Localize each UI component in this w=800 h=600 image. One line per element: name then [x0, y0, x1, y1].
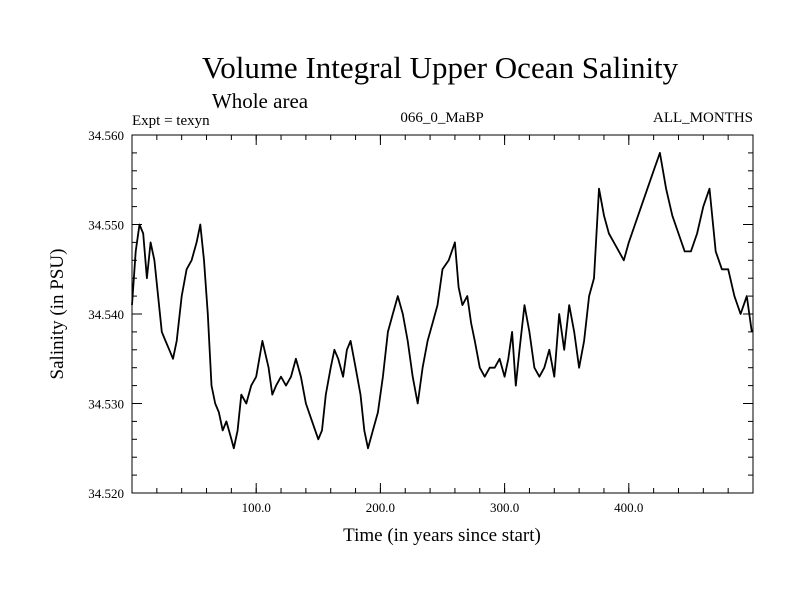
y-tick-label: 34.530	[88, 397, 124, 412]
x-tick-label: 100.0	[242, 500, 271, 515]
chart-subtitle: Whole area	[212, 89, 309, 113]
expt-annotation: Expt = texyn	[132, 113, 210, 129]
x-tick-label: 200.0	[366, 500, 395, 515]
salinity-line	[131, 151, 753, 450]
months-annotation: ALL_MONTHS	[653, 110, 753, 126]
x-tick-label: 300.0	[490, 500, 519, 515]
x-tick-label: 400.0	[614, 500, 643, 515]
chart-title: Volume Integral Upper Ocean Salinity	[202, 50, 679, 85]
run-id-annotation: 066_0_MaBP	[400, 110, 483, 126]
y-tick-label: 34.520	[88, 486, 124, 501]
y-tick-label: 34.550	[88, 218, 124, 233]
y-axis-label: Salinity (in PSU)	[47, 249, 68, 380]
y-tick-label: 34.540	[88, 307, 124, 322]
y-tick-label: 34.560	[88, 128, 124, 143]
x-axis-label: Time (in years since start)	[343, 525, 541, 546]
plot-area: 100.0 200.0 300.0 400.0 34.520 34.530 34.540 34…	[88, 128, 754, 515]
plot-frame	[131, 134, 754, 494]
